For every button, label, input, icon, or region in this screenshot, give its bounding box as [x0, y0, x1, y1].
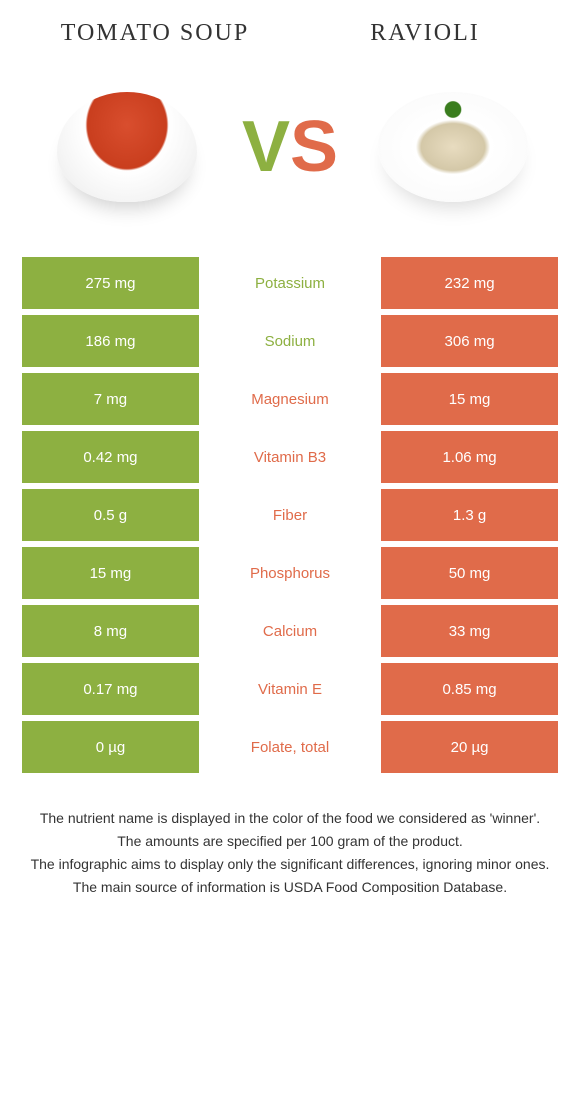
food2-value: 15 mg [381, 373, 558, 425]
nutrient-row: 15 mgPhosphorus50 mg [22, 547, 558, 599]
nutrient-row: 0 µgFolate, total20 µg [22, 721, 558, 773]
vs-v-letter: V [242, 107, 290, 187]
nutrient-row: 275 mgPotassium232 mg [22, 257, 558, 309]
vs-s-letter: S [290, 107, 338, 187]
footer-line-2: The amounts are specified per 100 gram o… [30, 831, 550, 852]
food1-value: 0.5 g [22, 489, 199, 541]
nutrient-name: Vitamin E [199, 663, 381, 715]
food1-value: 15 mg [22, 547, 199, 599]
nutrient-name: Vitamin B3 [199, 431, 381, 483]
nutrient-row: 8 mgCalcium33 mg [22, 605, 558, 657]
food1-value: 0.42 mg [22, 431, 199, 483]
food1-image [47, 77, 207, 217]
food1-value: 7 mg [22, 373, 199, 425]
food2-value: 1.3 g [381, 489, 558, 541]
footer-line-3: The infographic aims to display only the… [30, 854, 550, 875]
nutrient-name: Potassium [199, 257, 381, 309]
footer-line-4: The main source of information is USDA F… [30, 877, 550, 898]
nutrient-name: Folate, total [199, 721, 381, 773]
nutrient-table: 275 mgPotassium232 mg 186 mgSodium306 mg 7… [20, 257, 560, 773]
nutrient-row: 186 mgSodium306 mg [22, 315, 558, 367]
header-titles: Tomato soup Ravioli [20, 20, 560, 47]
food2-value: 306 mg [381, 315, 558, 367]
vs-label: VS [242, 106, 338, 188]
food1-value: 275 mg [22, 257, 199, 309]
nutrient-name: Phosphorus [199, 547, 381, 599]
nutrient-name: Sodium [199, 315, 381, 367]
ravioli-plate-icon [378, 92, 528, 202]
soup-bowl-icon [57, 92, 197, 202]
food2-image [373, 77, 533, 217]
food2-value: 33 mg [381, 605, 558, 657]
nutrient-row: 0.17 mgVitamin E0.85 mg [22, 663, 558, 715]
footer-notes: The nutrient name is displayed in the co… [20, 808, 560, 898]
food1-value: 186 mg [22, 315, 199, 367]
nutrient-row: 0.5 gFiber1.3 g [22, 489, 558, 541]
food2-value: 1.06 mg [381, 431, 558, 483]
nutrient-row: 7 mgMagnesium15 mg [22, 373, 558, 425]
food1-value: 8 mg [22, 605, 199, 657]
food2-value: 0.85 mg [381, 663, 558, 715]
nutrient-name: Magnesium [199, 373, 381, 425]
food2-value: 50 mg [381, 547, 558, 599]
food1-value: 0 µg [22, 721, 199, 773]
nutrient-row: 0.42 mgVitamin B31.06 mg [22, 431, 558, 483]
footer-line-1: The nutrient name is displayed in the co… [30, 808, 550, 829]
food1-title: Tomato soup [47, 20, 263, 47]
food2-value: 20 µg [381, 721, 558, 773]
food1-value: 0.17 mg [22, 663, 199, 715]
food2-value: 232 mg [381, 257, 558, 309]
food2-title: Ravioli [317, 20, 533, 47]
nutrient-name: Calcium [199, 605, 381, 657]
images-row: VS [20, 77, 560, 217]
nutrient-name: Fiber [199, 489, 381, 541]
